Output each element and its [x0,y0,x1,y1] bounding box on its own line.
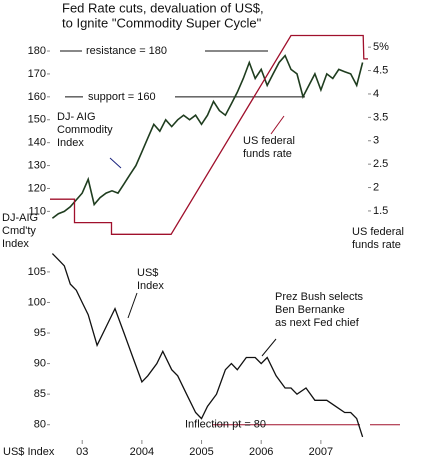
y2-tick-label: 2.5 [373,158,388,170]
series-line [50,34,368,235]
x-tick-label: 2004 [130,446,154,458]
y-tick-label: 105 [28,266,46,278]
y2-tick-label: 3.5 [373,111,388,123]
y2-tick-label: 2 [373,181,379,193]
series-line [51,54,364,219]
annotation: Prez Bush selects [275,291,364,303]
y-tick-label: 160 [28,91,46,103]
y2-tick-label: 4.5 [373,64,388,76]
pointer [127,292,138,319]
x-tick-label: 03 [76,446,88,458]
y2-tick-label: 3 [373,135,379,147]
annotation: DJ-AIG [2,212,38,224]
y-tick-label: 100 [28,296,46,308]
reference-label: Inflection pt = 80 [185,419,266,431]
annotation: US federal [243,135,295,147]
reference-label: resistance = 180 [86,45,167,57]
annotation: funds rate [352,239,401,251]
chart-title: to Ignite "Commodity Super Cycle" [62,15,262,30]
series-line [51,253,364,438]
pointer [270,115,285,135]
y-tick-label: 120 [28,182,46,194]
x-tick-label: 2005 [189,446,213,458]
annotation: Commodity [57,124,113,136]
y2-tick-label: 5% [373,41,389,53]
y2-tick-label: 4 [373,88,379,100]
y-tick-label: 95 [34,327,46,339]
annotation: Index [57,137,84,149]
y-tick-label: 170 [28,68,46,80]
y-tick-label: 180 [28,45,46,57]
annotation: Ben Bernanke [275,304,345,316]
annotation: funds rate [243,148,292,160]
y-tick-label: 140 [28,137,46,149]
annotation: US$ [137,267,158,279]
y2-tick-label: 1.5 [373,205,388,217]
annotation: Index [137,280,164,292]
y-tick-label: 80 [34,419,46,431]
reference-label: support = 160 [88,91,156,103]
pointer [109,157,122,169]
y-tick-label: 85 [34,388,46,400]
pointer [261,338,277,357]
annotation: as next Fed chief [275,317,360,329]
x-tick-label: 2007 [309,446,333,458]
chart-title: Fed Rate cuts, devaluation of US$, [62,0,264,15]
annotation: Index [2,238,29,250]
y-tick-label: 90 [34,357,46,369]
y-tick-label: 150 [28,114,46,126]
y-axis-label: US$ Index [3,446,55,458]
annotation: DJ- AIG [57,111,96,123]
y-tick-label: 130 [28,159,46,171]
annotation: Cmd'ty [2,225,36,237]
annotation: US federal [352,226,404,238]
x-tick-label: 2006 [249,446,273,458]
y-tick-label: 110 [28,205,46,217]
